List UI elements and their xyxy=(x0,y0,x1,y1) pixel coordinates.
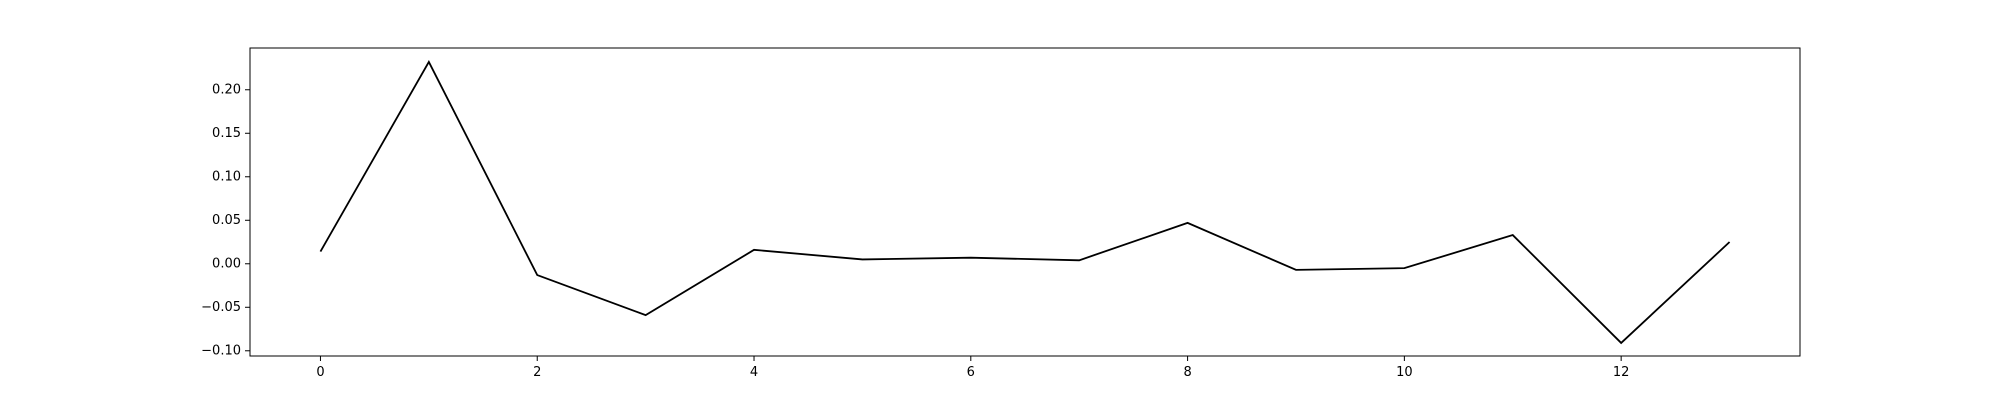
plot-area xyxy=(250,48,1800,356)
x-tick-label: 12 xyxy=(1613,365,1630,380)
y-tick-label: 0.10 xyxy=(212,169,241,184)
y-tick-label: 0.20 xyxy=(212,82,241,97)
x-axis-ticks: 0 2 4 6 8 10 12 xyxy=(316,356,1629,380)
plot-frame xyxy=(249,47,1801,357)
y-tick-label: 0.05 xyxy=(212,213,241,228)
x-tick-label: 2 xyxy=(533,365,541,380)
x-tick-label: 6 xyxy=(967,365,975,380)
y-tick-label: −0.05 xyxy=(201,300,241,315)
y-axis-ticks: −0.10 −0.05 0.00 0.05 0.10 0.15 0.20 xyxy=(201,82,250,358)
y-tick-label: 0.15 xyxy=(212,126,241,141)
y-tick-label: 0.00 xyxy=(212,256,241,271)
x-tick-label: 8 xyxy=(1183,365,1191,380)
x-tick-label: 0 xyxy=(316,365,324,380)
series-line xyxy=(319,60,1731,345)
series-layer xyxy=(319,60,1731,345)
x-tick-label: 10 xyxy=(1396,365,1413,380)
y-tick-label: −0.10 xyxy=(201,343,241,358)
x-tick-label: 4 xyxy=(750,365,758,380)
